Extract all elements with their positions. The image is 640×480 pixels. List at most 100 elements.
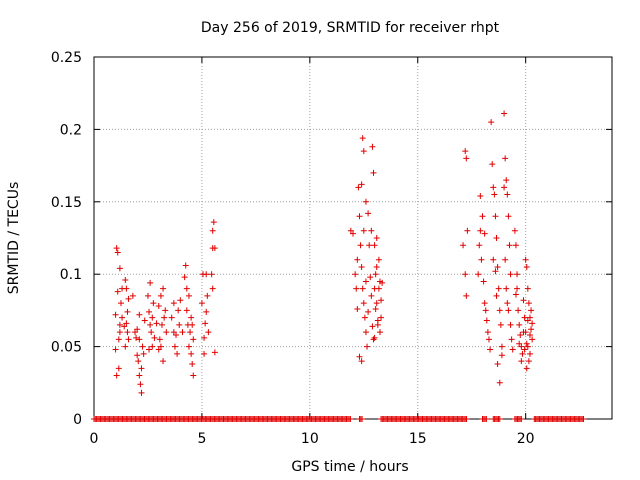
- data-point: [493, 235, 500, 241]
- data-point: [375, 285, 382, 292]
- data-point: [495, 285, 502, 292]
- y-tick-label: 0.2: [60, 122, 82, 138]
- data-point: [116, 265, 123, 272]
- data-point: [365, 210, 372, 217]
- data-point: [525, 358, 532, 365]
- data-point: [371, 242, 378, 249]
- zero-point: [359, 416, 366, 422]
- data-point: [503, 285, 510, 292]
- data-point: [507, 321, 514, 328]
- data-point: [525, 300, 532, 307]
- data-point: [157, 343, 164, 350]
- data-point: [201, 334, 208, 341]
- data-point: [506, 242, 513, 249]
- data-point: [521, 346, 528, 353]
- data-point: [528, 326, 535, 333]
- data-point: [160, 285, 167, 292]
- data-point: [366, 242, 373, 249]
- data-point: [477, 227, 484, 234]
- data-point: [146, 308, 153, 315]
- data-point: [146, 346, 153, 353]
- y-tick-label: 0.05: [51, 340, 82, 356]
- gridlines: [94, 57, 612, 419]
- data-point: [519, 350, 526, 357]
- data-point: [148, 329, 155, 336]
- data-point: [515, 307, 522, 314]
- data-point: [136, 311, 143, 318]
- data-point: [484, 329, 491, 336]
- data-point: [523, 263, 530, 270]
- data-point: [123, 285, 130, 292]
- data-point: [198, 300, 205, 307]
- data-point: [480, 278, 487, 285]
- data-point: [168, 314, 175, 321]
- y-tick-label: 0.15: [51, 195, 82, 211]
- data-point: [119, 314, 126, 321]
- data-point: [162, 307, 169, 314]
- data-point: [183, 285, 190, 292]
- data-point: [112, 346, 119, 353]
- data-point: [203, 308, 210, 315]
- data-point: [524, 343, 531, 350]
- data-point: [368, 292, 375, 299]
- data-point: [372, 305, 379, 312]
- x-tick-label: 0: [90, 431, 99, 447]
- data-point: [133, 334, 140, 341]
- data-point: [201, 350, 208, 357]
- data-point: [462, 271, 469, 278]
- data-point: [509, 346, 516, 353]
- data-point: [481, 230, 488, 237]
- data-point: [188, 314, 195, 321]
- chart-title: Day 256 of 2019, SRMTID for receiver rhp…: [201, 20, 500, 36]
- data-point: [209, 245, 216, 252]
- data-point: [373, 263, 380, 270]
- data-point: [153, 320, 160, 327]
- data-point: [115, 336, 122, 343]
- data-point: [376, 329, 383, 336]
- zero-point: [463, 416, 470, 422]
- data-point: [187, 329, 194, 336]
- data-point: [354, 305, 361, 312]
- zero-markers: [91, 416, 587, 422]
- data-point: [170, 300, 177, 307]
- data-point: [476, 242, 483, 249]
- data-point: [367, 274, 374, 281]
- data-point: [516, 321, 523, 328]
- data-point: [173, 332, 180, 339]
- data-point: [463, 155, 470, 162]
- data-point: [372, 271, 379, 278]
- data-point: [149, 314, 156, 321]
- data-point: [117, 300, 124, 307]
- data-point: [135, 358, 142, 365]
- zero-point: [580, 416, 587, 422]
- data-point: [379, 279, 386, 286]
- data-point: [115, 365, 122, 372]
- data-point: [156, 336, 163, 343]
- data-point: [369, 143, 376, 150]
- data-points: [112, 110, 536, 396]
- data-point: [179, 329, 186, 336]
- data-point: [378, 297, 385, 304]
- data-point: [134, 352, 141, 359]
- data-point: [481, 300, 488, 307]
- data-point: [138, 365, 145, 372]
- data-point: [149, 343, 156, 350]
- zero-point: [483, 416, 490, 422]
- data-point: [477, 193, 484, 200]
- data-point: [487, 346, 494, 353]
- data-point: [176, 321, 183, 328]
- data-point: [504, 300, 511, 307]
- data-point: [208, 271, 215, 278]
- data-point: [360, 300, 367, 307]
- data-point: [529, 336, 536, 343]
- data-point: [190, 372, 197, 379]
- data-point: [359, 285, 366, 292]
- data-point: [357, 242, 364, 249]
- data-point: [134, 326, 141, 333]
- data-point: [492, 268, 499, 275]
- data-point: [503, 177, 510, 184]
- data-point: [494, 263, 501, 270]
- data-point: [358, 263, 365, 270]
- data-point: [352, 271, 359, 278]
- data-point: [124, 308, 131, 315]
